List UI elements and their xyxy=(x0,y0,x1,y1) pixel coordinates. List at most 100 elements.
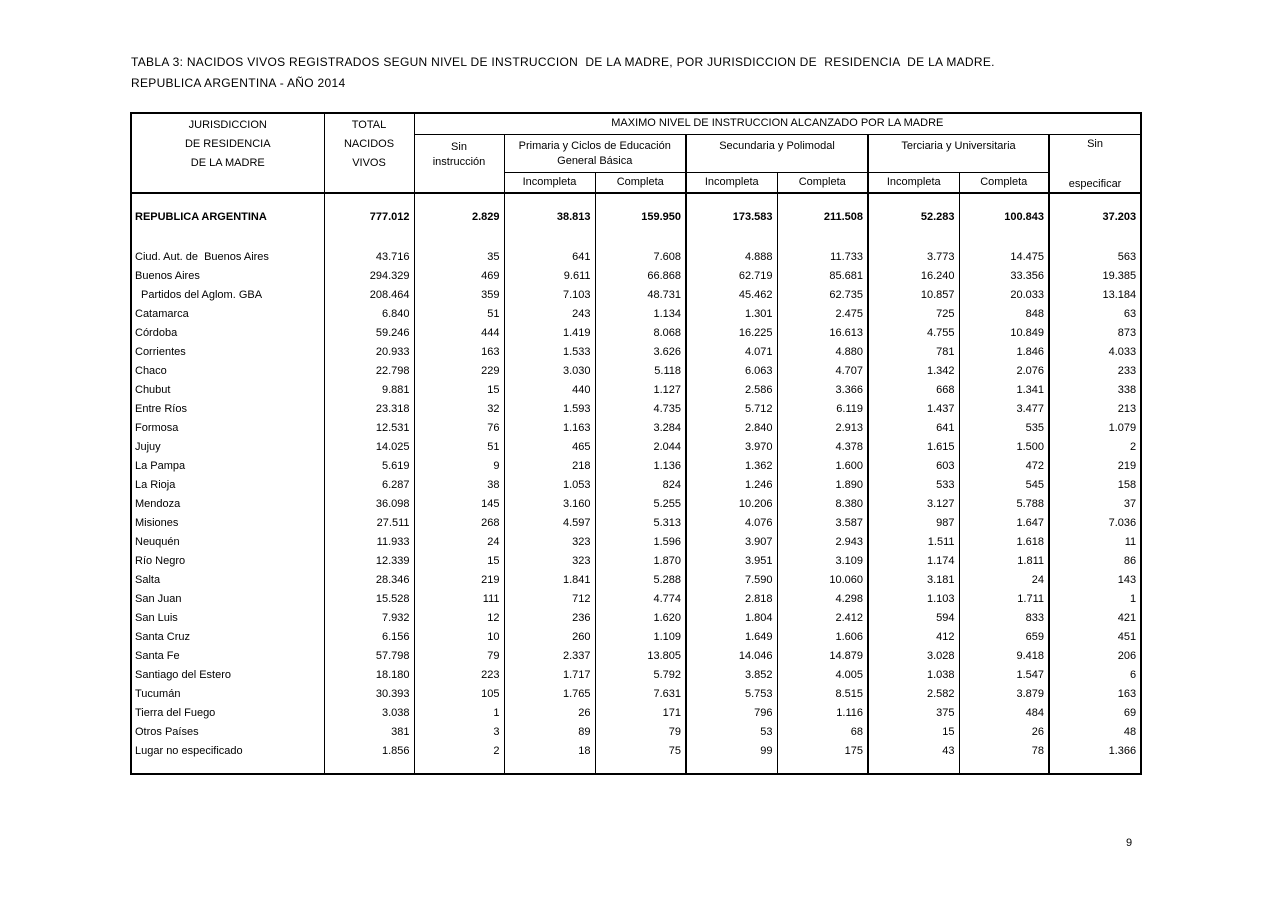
cell-value: 2.943 xyxy=(777,532,869,551)
cell-value: 43 xyxy=(868,741,960,760)
cell-value: 79 xyxy=(595,722,687,741)
cell-value: 45.462 xyxy=(686,285,778,304)
cell-value: 111 xyxy=(414,589,505,608)
cell-value: 451 xyxy=(1117,630,1137,643)
row-label: Neuquén xyxy=(131,532,325,551)
cell-value: 833 xyxy=(959,608,1050,627)
cell-value: 10.060 xyxy=(777,570,869,589)
row-label: Formosa xyxy=(131,418,325,437)
cell-value: 243 xyxy=(504,304,596,323)
cell-value: 218 xyxy=(504,456,596,475)
cell-value: 206 xyxy=(1117,649,1137,662)
document-title-line1: TABLA 3: NACIDOS VIVOS REGISTRADOS SEGUN… xyxy=(131,55,995,69)
cell-value: 62.719 xyxy=(686,266,778,285)
cell-value: 1.606 xyxy=(777,627,869,646)
cell-value xyxy=(1049,226,1141,247)
cell-value: 22.798 xyxy=(324,361,415,380)
table-row: Buenos Aires 294.329 469 9.611 66.868 62.719 8… xyxy=(131,266,1141,285)
cell-value: 173.583 xyxy=(686,193,778,226)
cell-value: 2.582 xyxy=(868,684,960,703)
cell-value: 381 xyxy=(324,722,415,741)
cell-value xyxy=(504,226,596,247)
cell-value: 15 xyxy=(868,722,960,741)
row-label: Lugar no especificado xyxy=(131,741,325,760)
cell-value: 20.933 xyxy=(324,342,415,361)
cell-value: 9.418 xyxy=(959,646,1050,665)
col-header-secundaria-completa: Completa xyxy=(777,172,869,194)
cell-value: 14.475 xyxy=(959,247,1050,266)
row-label xyxy=(131,226,325,247)
cell-value: 8.515 xyxy=(777,684,869,703)
cell-value: 4.005 xyxy=(777,665,869,684)
cell-value: 52.283 xyxy=(868,193,960,226)
row-label: Entre Ríos xyxy=(131,399,325,418)
cell-value: 1.870 xyxy=(595,551,687,570)
sin-especificar-bottom: especificar xyxy=(1068,177,1122,190)
cell-value xyxy=(414,226,505,247)
cell-value: 359 xyxy=(414,285,505,304)
cell-value: 33.356 xyxy=(959,266,1050,285)
cell-value: 12 xyxy=(414,608,505,627)
cell-value: 4.880 xyxy=(777,342,869,361)
cell-value: 229 xyxy=(414,361,505,380)
cell-value: 3.109 xyxy=(777,551,869,570)
cell-value xyxy=(595,760,687,774)
cell-value: 23.318 xyxy=(324,399,415,418)
col-header-jurisdiccion: JURISDICCION DE RESIDENCIA DE LA MADRE xyxy=(131,113,325,194)
cell-value: 16.225 xyxy=(686,323,778,342)
row-label: REPUBLICA ARGENTINA xyxy=(131,193,325,226)
cell-value: 48 xyxy=(1123,725,1137,738)
cell-value: 1.127 xyxy=(595,380,687,399)
cell-value: 24 xyxy=(414,532,505,551)
row-label: Chaco xyxy=(131,361,325,380)
cell-value: 1.053 xyxy=(504,475,596,494)
cell-value: 563 xyxy=(1117,250,1137,263)
col-header-sin-especificar: Sin especificar xyxy=(1049,134,1142,194)
cell-value: 7.631 xyxy=(595,684,687,703)
table-header: JURISDICCION DE RESIDENCIA DE LA MADRE T… xyxy=(131,113,1142,194)
cell-value: 1.301 xyxy=(686,304,778,323)
cell-value: 2.818 xyxy=(686,589,778,608)
col-header-terciaria-incompleta: Incompleta xyxy=(868,172,960,194)
cell-value: 1.615 xyxy=(868,437,960,456)
cell-value: 5.792 xyxy=(595,665,687,684)
table-row: Lugar no especificado 1.856 2 18 75 99 175 43 78… xyxy=(131,741,1141,760)
cell-value: 89 xyxy=(504,722,596,741)
table-row: Chubut 9.881 15 440 1.127 2.586 3.366 668 1.341 3… xyxy=(131,380,1141,399)
cell-value: 1.620 xyxy=(595,608,687,627)
cell-value xyxy=(777,760,869,774)
cell-value: 1 xyxy=(1129,592,1137,605)
cell-value: 2.829 xyxy=(414,193,505,226)
cell-value: 1.511 xyxy=(868,532,960,551)
spacer-row xyxy=(131,226,1141,247)
cell-value: 12.531 xyxy=(324,418,415,437)
table-row: Misiones 27.511 268 4.597 5.313 4.076 3.587 987… xyxy=(131,513,1141,532)
cell-value xyxy=(504,760,596,774)
cell-value: 3.284 xyxy=(595,418,687,437)
cell-value: 1.174 xyxy=(868,551,960,570)
cell-value: 1.841 xyxy=(504,570,596,589)
row-label: Catamarca xyxy=(131,304,325,323)
row-label: Ciud. Aut. de Buenos Aires xyxy=(131,247,325,266)
cell-value: 6.156 xyxy=(324,627,415,646)
cell-value: 223 xyxy=(414,665,505,684)
cell-value: 6.287 xyxy=(324,475,415,494)
cell-value: 213 xyxy=(1117,402,1137,415)
cell-value: 796 xyxy=(686,703,778,722)
cell-value: 18 xyxy=(504,741,596,760)
cell-value: 14.046 xyxy=(686,646,778,665)
cell-value: 659 xyxy=(959,627,1050,646)
cell-value: 5.118 xyxy=(595,361,687,380)
cell-value: 1 xyxy=(414,703,505,722)
col-header-secundaria-polimodal: Secundaria y Polimodal xyxy=(686,134,869,173)
table-row: Santiago del Estero 18.180 223 1.717 5.792 3.… xyxy=(131,665,1141,684)
cell-value: 4.774 xyxy=(595,589,687,608)
cell-value: 79 xyxy=(414,646,505,665)
cell-value: 171 xyxy=(595,703,687,722)
table-row: Mendoza 36.098 145 3.160 5.255 10.206 8.380 3.1… xyxy=(131,494,1141,513)
table-row: San Juan 15.528 111 712 4.774 2.818 4.298 1.103… xyxy=(131,589,1141,608)
cell-value: 86 xyxy=(1123,554,1137,567)
cell-value: 9.881 xyxy=(324,380,415,399)
cell-value: 10.849 xyxy=(959,323,1050,342)
table-row: Formosa 12.531 76 1.163 3.284 2.840 2.913 641 53… xyxy=(131,418,1141,437)
